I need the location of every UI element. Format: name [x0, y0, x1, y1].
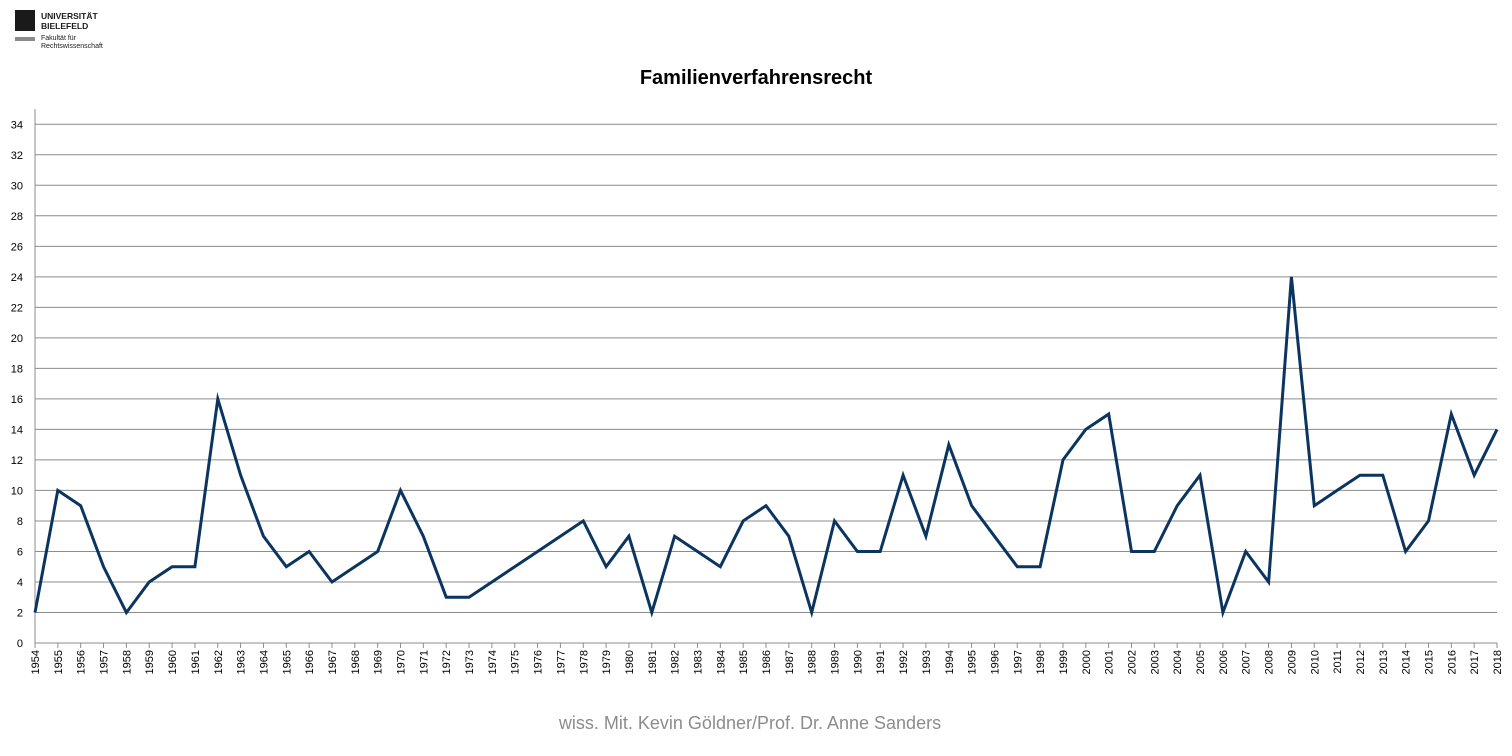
x-tick-label-1954: 1954: [30, 650, 42, 674]
x-tick-label-1977: 1977: [555, 650, 567, 674]
logo-university-line-1: UNIVERSITÄT: [41, 11, 98, 21]
y-tick-label-16: 16: [11, 394, 23, 406]
logo-faculty-name: Fakultät für Rechtswissenschaft: [41, 35, 131, 51]
x-tick-label-2003: 2003: [1149, 650, 1161, 674]
x-tick-label-1984: 1984: [715, 650, 727, 674]
x-tick-label-2007: 2007: [1241, 650, 1253, 674]
x-tick-label-1961: 1961: [190, 650, 202, 674]
x-tick-label-1967: 1967: [327, 650, 339, 674]
x-tick-label-1987: 1987: [784, 650, 796, 674]
x-tick-label-2000: 2000: [1081, 650, 1093, 674]
x-tick-label-1969: 1969: [373, 650, 385, 674]
y-tick-label-34: 34: [11, 119, 23, 131]
x-tick-label-2017: 2017: [1469, 650, 1481, 674]
x-tick-label-1989: 1989: [830, 650, 842, 674]
x-tick-label-1965: 1965: [281, 650, 293, 674]
x-tick-label-1973: 1973: [464, 650, 476, 674]
logo-university-line-2: BIELEFELD: [41, 21, 89, 31]
x-tick-label-1999: 1999: [1058, 650, 1070, 674]
x-tick-label-1981: 1981: [647, 650, 659, 674]
y-tick-label-26: 26: [11, 241, 23, 253]
x-tick-label-1994: 1994: [944, 650, 956, 674]
series-line-0: [33, 276, 1499, 619]
chart-title: Familienverfahrensrecht: [639, 67, 873, 89]
logo-square-mark: [15, 10, 35, 31]
x-tick-label-2001: 2001: [1104, 650, 1116, 674]
x-tick-label-2014: 2014: [1401, 650, 1413, 674]
x-tick-label-1978: 1978: [578, 650, 590, 674]
y-tick-label-4: 4: [17, 577, 23, 589]
x-tick-label-1962: 1962: [213, 650, 225, 674]
y-tick-label-18: 18: [11, 363, 23, 375]
x-tick-label-1957: 1957: [99, 650, 111, 674]
y-tick-label-12: 12: [11, 455, 23, 467]
x-tick-label-2005: 2005: [1195, 650, 1207, 674]
x-tick-label-1983: 1983: [692, 650, 704, 674]
x-tick-label-1979: 1979: [601, 650, 613, 674]
x-tick-label-1993: 1993: [921, 650, 933, 674]
x-tick-label-2008: 2008: [1264, 650, 1276, 674]
x-tick-label-1992: 1992: [898, 650, 910, 674]
x-tick-label-2013: 2013: [1378, 650, 1390, 674]
x-tick-label-1974: 1974: [487, 650, 499, 674]
x-tick-label-1998: 1998: [1035, 650, 1047, 674]
logo-faculty-line-1: Fakultät für: [41, 35, 77, 42]
y-tick-label-2: 2: [17, 607, 23, 619]
x-tick-label-2011: 2011: [1332, 650, 1344, 674]
x-tick-label-1970: 1970: [396, 650, 408, 674]
y-tick-label-6: 6: [17, 546, 23, 558]
x-tick-label-1997: 1997: [1012, 650, 1024, 674]
y-tick-label-32: 32: [11, 150, 23, 162]
y-tick-label-20: 20: [11, 333, 23, 345]
x-tick-label-1972: 1972: [441, 650, 453, 674]
y-tick-label-30: 30: [11, 180, 23, 192]
x-tick-label-1958: 1958: [121, 650, 133, 674]
x-tick-label-1966: 1966: [304, 650, 316, 674]
logo-bar-mark: [15, 37, 35, 41]
x-tick-label-2012: 2012: [1355, 650, 1367, 674]
x-tick-label-2010: 2010: [1309, 650, 1321, 674]
x-tick-label-1955: 1955: [53, 650, 65, 674]
y-tick-label-8: 8: [17, 516, 23, 528]
x-tick-label-2016: 2016: [1446, 650, 1458, 674]
x-tick-label-1960: 1960: [167, 650, 179, 674]
x-tick-label-1996: 1996: [989, 650, 1001, 674]
x-tick-label-1975: 1975: [510, 650, 522, 674]
x-tick-label-2004: 2004: [1172, 650, 1184, 674]
y-tick-label-14: 14: [11, 424, 23, 436]
y-tick-label-10: 10: [11, 485, 23, 497]
x-tick-label-2009: 2009: [1286, 650, 1298, 674]
x-tick-label-1971: 1971: [418, 650, 430, 674]
x-tick-label-2015: 2015: [1423, 650, 1435, 674]
y-tick-label-24: 24: [11, 272, 23, 284]
x-tick-label-2002: 2002: [1127, 650, 1139, 674]
x-tick-label-1991: 1991: [875, 650, 887, 674]
x-tick-label-1988: 1988: [807, 650, 819, 674]
y-tick-label-28: 28: [11, 211, 23, 223]
x-tick-label-1963: 1963: [236, 650, 248, 674]
x-tick-label-1956: 1956: [76, 650, 88, 674]
x-tick-label-1985: 1985: [738, 650, 750, 674]
logo-faculty-line-2: Rechtswissenschaft: [41, 43, 103, 50]
x-tick-label-1995: 1995: [967, 650, 979, 674]
x-tick-label-1959: 1959: [144, 650, 156, 674]
x-tick-label-1976: 1976: [533, 650, 545, 674]
x-tick-label-1982: 1982: [670, 650, 682, 674]
x-tick-label-2018: 2018: [1492, 650, 1504, 674]
y-tick-label-22: 22: [11, 302, 23, 314]
x-tick-label-1986: 1986: [761, 650, 773, 674]
logo-university-name: UNIVERSITÄT BIELEFELD: [41, 11, 131, 31]
x-tick-label-1964: 1964: [258, 650, 270, 674]
x-tick-label-1968: 1968: [350, 650, 362, 674]
y-tick-label-0: 0: [17, 638, 23, 650]
x-tick-label-2006: 2006: [1218, 650, 1230, 674]
x-tick-label-1990: 1990: [852, 650, 864, 674]
x-tick-label-1980: 1980: [624, 650, 636, 674]
footer-credit: wiss. Mit. Kevin Göldner/Prof. Dr. Anne …: [558, 713, 942, 733]
